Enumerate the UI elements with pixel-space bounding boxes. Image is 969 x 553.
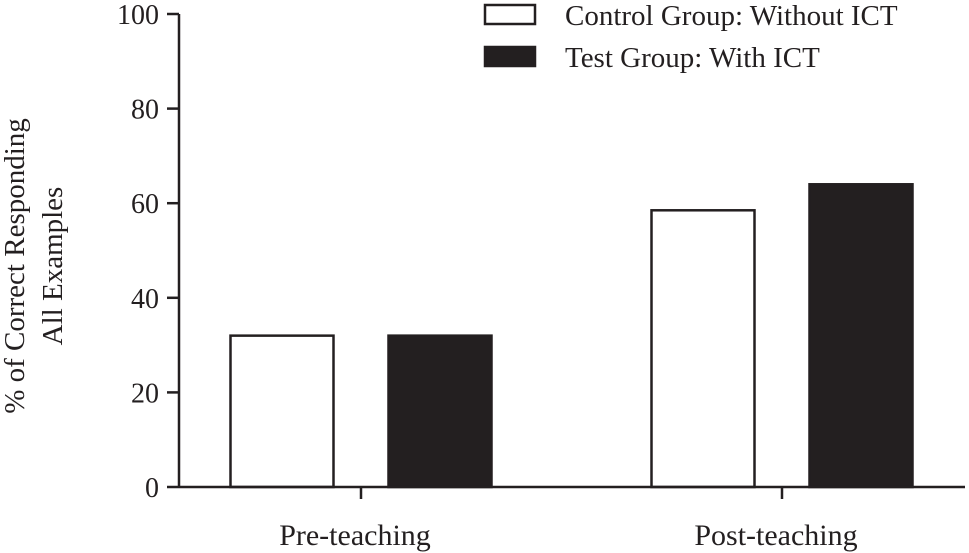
legend-label-control: Control Group: Without ICT xyxy=(565,0,898,32)
y-axis-title: % of Correct Responding All Examples xyxy=(0,118,69,414)
y-tick-label: 80 xyxy=(131,95,159,126)
y-tick-label: 0 xyxy=(145,473,159,504)
bar-test-post xyxy=(808,183,914,489)
legend-swatch-control xyxy=(483,3,537,26)
y-tick-label: 60 xyxy=(131,189,159,220)
x-axis: Pre-teaching Post-teaching xyxy=(179,485,965,552)
bar-control-pre xyxy=(229,334,335,489)
legend-label-test: Test Group: With ICT xyxy=(565,42,820,74)
legend-swatch-test xyxy=(483,45,537,68)
x-tick-label: Post-teaching xyxy=(694,519,857,552)
y-tick-label: 40 xyxy=(131,284,159,315)
y-axis-title-line-1: % of Correct Responding xyxy=(0,118,31,414)
y-tick-label: 100 xyxy=(117,0,159,31)
y-axis-title-line-2: All Examples xyxy=(37,187,69,346)
y-tick-label: 20 xyxy=(131,378,159,409)
x-tick-label: Pre-teaching xyxy=(279,519,431,552)
bar-control-post xyxy=(650,209,756,489)
legend: Control Group: Without ICT Test Group: Wi… xyxy=(483,0,898,74)
bars xyxy=(229,183,914,489)
bar-test-pre xyxy=(387,334,493,489)
y-axis: 0 20 40 60 80 100 xyxy=(117,0,181,504)
